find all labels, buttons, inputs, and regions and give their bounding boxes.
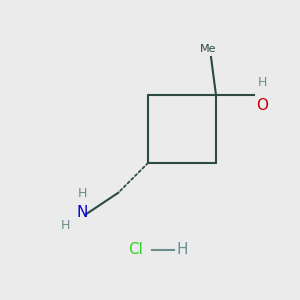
- Text: H: H: [61, 219, 70, 232]
- Text: O: O: [256, 98, 268, 113]
- Text: N: N: [77, 205, 88, 220]
- Text: H: H: [258, 76, 267, 89]
- Text: Cl: Cl: [128, 242, 143, 257]
- Text: H: H: [176, 242, 188, 257]
- Text: Me: Me: [200, 44, 216, 54]
- Text: H: H: [78, 187, 87, 200]
